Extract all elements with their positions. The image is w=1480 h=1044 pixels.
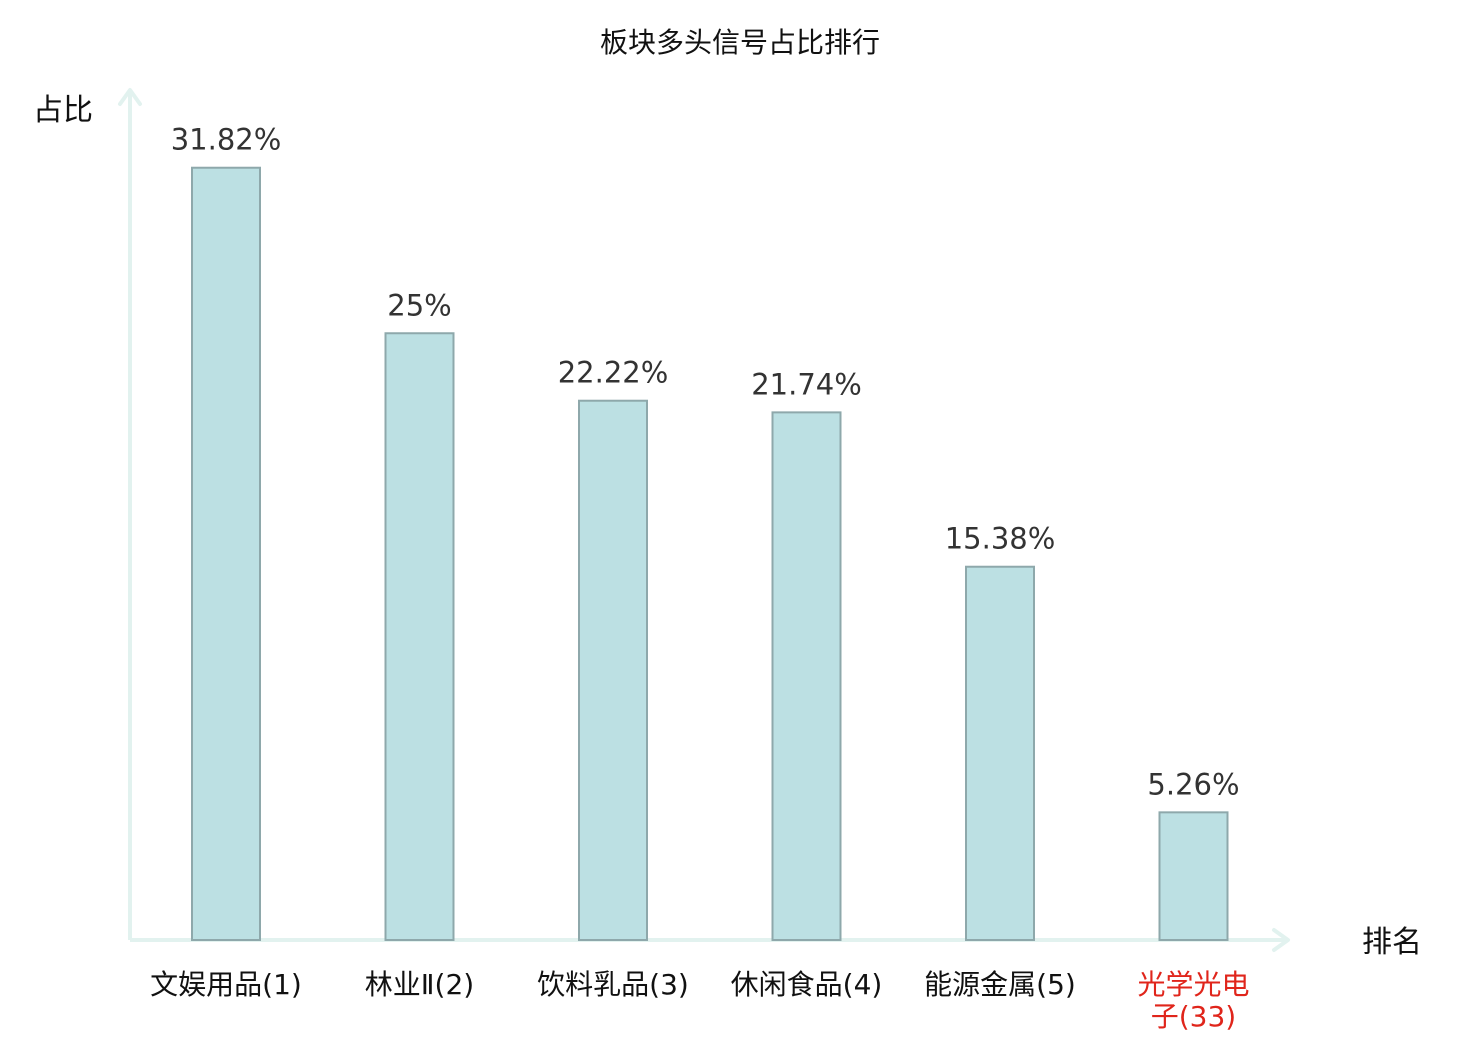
chart-title: 板块多头信号占比排行 bbox=[600, 26, 880, 59]
category-label-line: 文娱用品(1) bbox=[150, 968, 302, 1001]
axes bbox=[118, 88, 1290, 952]
category-label: 能源金属(5) bbox=[924, 968, 1076, 1001]
bar bbox=[1158, 811, 1229, 941]
bar bbox=[578, 399, 648, 942]
value-labels-group: 31.82% 25% 22.22% 21.74% 15.38% 5.26% bbox=[171, 123, 1240, 802]
category-label-line: 饮料乳品(3) bbox=[537, 968, 689, 1001]
bar bbox=[384, 332, 455, 941]
category-label: 文娱用品(1) bbox=[150, 968, 302, 1001]
value-label: 31.82% bbox=[171, 123, 282, 157]
category-label: 林业Ⅱ(2) bbox=[365, 968, 474, 1001]
category-label-line: 光学光电 bbox=[1137, 968, 1249, 1001]
category-label-line: 子(33) bbox=[1151, 1000, 1236, 1033]
category-label: 光学光电子(33) bbox=[1137, 968, 1249, 1033]
category-label: 饮料乳品(3) bbox=[537, 968, 689, 1001]
value-label: 5.26% bbox=[1147, 767, 1239, 801]
value-label: 25% bbox=[387, 288, 451, 322]
value-label: 15.38% bbox=[945, 522, 1056, 556]
bar bbox=[191, 166, 261, 942]
y-axis-arrow-icon bbox=[118, 88, 142, 106]
x-axis-label: 排名 bbox=[1362, 925, 1422, 960]
category-label-line: 休闲食品(4) bbox=[731, 968, 883, 1001]
bar bbox=[771, 411, 842, 942]
bars-group bbox=[191, 166, 1229, 942]
category-label: 休闲食品(4) bbox=[731, 968, 883, 1001]
y-axis-label: 占比 bbox=[33, 93, 93, 128]
value-label: 22.22% bbox=[558, 356, 669, 390]
bar bbox=[965, 565, 1035, 942]
category-labels-group: 文娱用品(1) 林业Ⅱ(2) 饮料乳品(3) 休闲食品(4) 能源金属(5) 光学光电子(… bbox=[150, 968, 1249, 1033]
x-axis-arrow-icon bbox=[1272, 928, 1290, 952]
value-label: 21.74% bbox=[751, 367, 862, 401]
category-label-line: 能源金属(5) bbox=[924, 968, 1076, 1001]
category-label-line: 林业Ⅱ(2) bbox=[365, 968, 474, 1001]
